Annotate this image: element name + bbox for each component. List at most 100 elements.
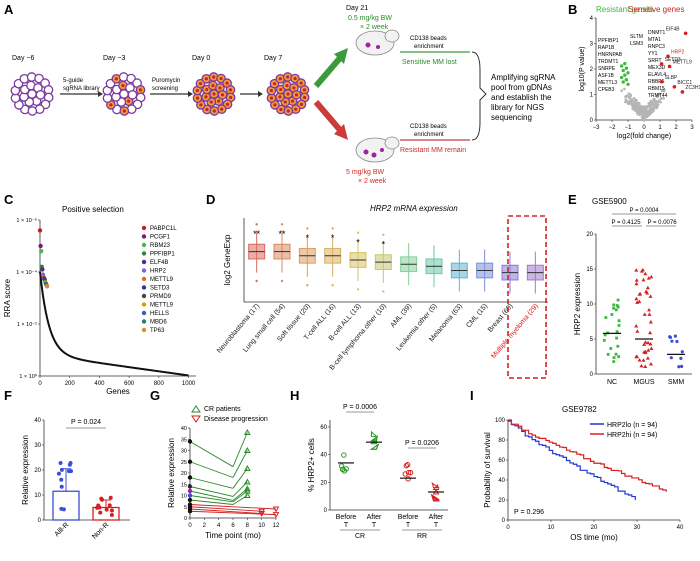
panel-a: A Day −6 Day −3 Day 0 Day 7 Day 21 5-gui… (4, 2, 556, 185)
legend-label: METTL9 (150, 277, 174, 283)
x-tick-label: 1 (658, 125, 662, 131)
cell-nucleus (122, 109, 126, 113)
data-point (405, 476, 411, 482)
x-axis-label: Time point (mo) (205, 531, 261, 540)
p-value: P = 0.0076 (647, 220, 677, 226)
data-point (643, 271, 648, 276)
legend-cr-icon (191, 405, 201, 413)
legend-progression-label: Disease progression (204, 416, 268, 423)
cell-nucleus (205, 87, 209, 92)
legend-label: SETD3 (150, 286, 170, 292)
cell-nucleus (293, 76, 297, 81)
legend-label: MBD6 (150, 320, 167, 326)
arrow-to-high-dose (313, 100, 343, 132)
gene-point (629, 93, 632, 97)
data-point (634, 278, 639, 282)
data-point (616, 305, 620, 309)
panel-label-e: E (568, 192, 577, 207)
gene-point (634, 109, 638, 112)
gene-point (628, 101, 631, 104)
x-tick-label: 6 (231, 523, 235, 529)
y-tick-label: 0 (324, 508, 328, 514)
group-label: RR (417, 533, 427, 540)
arrowhead-library (98, 91, 103, 97)
y-tick-label: 25 (181, 460, 187, 466)
library-prefix-label: 5-guide (63, 78, 84, 84)
gene-point (38, 243, 43, 249)
sensitive-gene-label: SETD3 (665, 57, 681, 63)
data-point (109, 508, 114, 513)
day-label-7: Day 7 (264, 55, 282, 62)
x-axis-label: OS time (mo) (570, 533, 618, 542)
cr-line (232, 432, 248, 467)
gene-point (650, 108, 653, 112)
data-point (612, 356, 616, 359)
x-axis-label: Genes (106, 387, 130, 396)
data-point (56, 471, 61, 476)
legend-swatch (141, 259, 147, 265)
gene-point (40, 267, 45, 272)
positive-selection-title: Positive selection (62, 205, 124, 214)
data-point (668, 335, 672, 339)
panel-label-a: A (4, 2, 14, 17)
outlier (280, 223, 284, 226)
cell-nucleus (219, 76, 223, 81)
gene-point (656, 93, 659, 97)
gene-point (635, 99, 638, 102)
resistant-gene-label: HNRNPAB (598, 52, 623, 58)
y-tick-label: 1 × 10⁻⁶ (16, 217, 37, 224)
y-tick-label: 20 (586, 232, 593, 238)
baseline-point (187, 459, 193, 464)
y-tick-label: 0 (590, 372, 594, 378)
resistant-gene-label: SLTM (630, 34, 643, 40)
y-axis-label: Relative expression (167, 438, 176, 508)
data-point (98, 510, 103, 515)
cell (35, 90, 46, 100)
cell-nucleus (121, 83, 125, 88)
highlight-box (507, 215, 547, 379)
group-label: NC (607, 379, 617, 386)
y-tick-label: 1 × 10⁰ (19, 373, 37, 380)
gene-point (638, 108, 642, 112)
data-point (614, 308, 618, 312)
y-tick-label: 100 (495, 418, 506, 424)
resistant-gene-label: TRDMT1 (598, 59, 618, 65)
progression-line (189, 508, 262, 514)
cell-nucleus (229, 95, 233, 100)
x-tick-label: 30 (634, 525, 641, 531)
data-point (643, 364, 648, 369)
x-tick-label: After (429, 514, 444, 521)
legend-swatch (141, 225, 147, 231)
x-tick-label: 0 (642, 125, 646, 131)
cell-nucleus (209, 100, 213, 104)
cell-nucleus (292, 86, 296, 90)
km-curve-hrp2-hi (508, 419, 667, 492)
cell-nucleus (286, 109, 290, 113)
p-value: P = 0.0006 (343, 404, 377, 411)
dose-high-label: 5 mg/kg BW (346, 169, 385, 176)
sensitive-gene-label: SLBP (665, 75, 678, 81)
group-label: Alll-R (54, 521, 71, 538)
x-tick-label: T (434, 522, 439, 529)
cr-line (189, 441, 234, 468)
svg-text:sequencing: sequencing (491, 113, 532, 122)
resistant-gene-label: ASF1B (598, 73, 615, 79)
y-tick-label: 20 (320, 480, 327, 486)
y-tick-label: 0 (590, 118, 594, 124)
resistant-gene-label: SNRPE (598, 66, 616, 72)
y-tick-label: 4 (590, 16, 594, 22)
resistant-gene-label: MEX3D (648, 65, 666, 71)
y-tick-label: 20 (181, 471, 187, 477)
beads-bottom-label: CD138 beads (410, 124, 447, 130)
legend-label: HELLS (150, 311, 169, 317)
progression-line (189, 510, 277, 516)
p-value: P = 0.4125 (611, 220, 641, 226)
gene-point (641, 114, 645, 117)
x-tick-label: 8 (246, 523, 250, 529)
legend-label: TP63 (150, 328, 165, 334)
data-point (635, 354, 640, 359)
data-point (643, 349, 648, 354)
rra-curve (39, 271, 189, 377)
cr-point (243, 491, 251, 498)
